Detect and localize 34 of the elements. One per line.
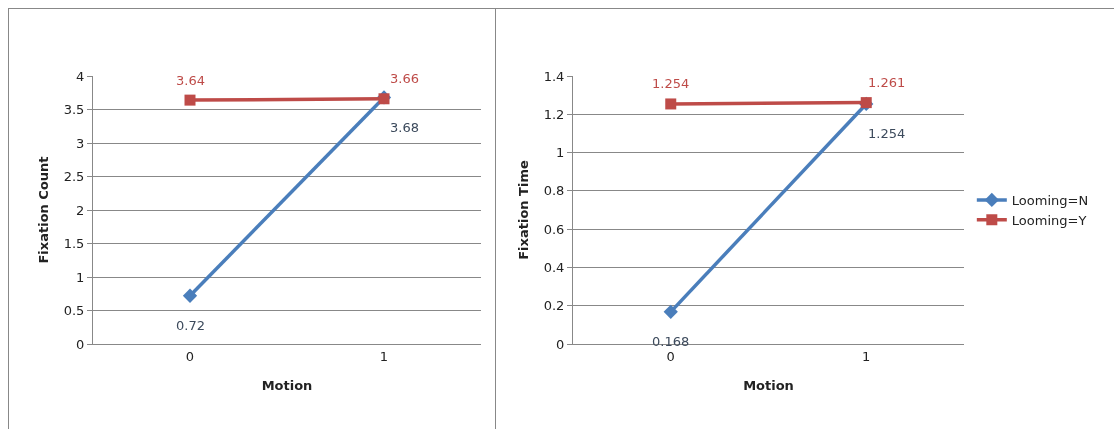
data-label: 0.72 — [176, 318, 205, 333]
y-tick-label: 1.4 — [543, 68, 565, 84]
legend-label: Looming=Y — [1011, 212, 1087, 228]
y-tick-label: 1.5 — [63, 236, 85, 252]
x-tick-label: 1 — [379, 348, 389, 364]
x-tick-label: 0 — [185, 348, 195, 364]
y-tick-label: 0.8 — [543, 183, 565, 199]
x-axis-title: Motion — [261, 378, 313, 394]
y-tick-label: 0 — [76, 336, 85, 352]
y-tick-label: 2.5 — [63, 169, 85, 185]
y-tick-label: 0 — [556, 336, 565, 352]
y-tick-label: 0.6 — [543, 221, 565, 237]
x-tick-label: 1 — [862, 348, 871, 364]
x-tick-label: 0 — [666, 348, 675, 364]
y-tick-label: 4 — [76, 68, 85, 84]
y-tick-label: 0.4 — [543, 259, 565, 275]
y-axis-title: Fixation Count — [35, 156, 51, 264]
y-tick-label: 1 — [556, 145, 565, 161]
y-axis-title: Fixation Time — [515, 160, 531, 260]
data-label: 1.261 — [868, 75, 906, 90]
y-tick-label: 0.2 — [543, 298, 565, 314]
data-label: 1.254 — [652, 76, 690, 91]
data-label: 1.254 — [868, 126, 906, 141]
data-label: 3.64 — [176, 73, 205, 88]
y-tick-label: 0.5 — [63, 303, 85, 319]
y-tick-label: 2 — [76, 202, 85, 218]
y-tick-label: 1.2 — [543, 106, 565, 122]
legend-label: Looming=N — [1011, 193, 1089, 209]
data-label: 3.66 — [390, 71, 419, 86]
y-tick-label: 3.5 — [63, 102, 85, 118]
x-axis-title: Motion — [743, 378, 794, 394]
data-label: 3.68 — [390, 120, 419, 135]
y-tick-label: 1 — [76, 269, 85, 285]
y-tick-label: 3 — [76, 135, 85, 151]
